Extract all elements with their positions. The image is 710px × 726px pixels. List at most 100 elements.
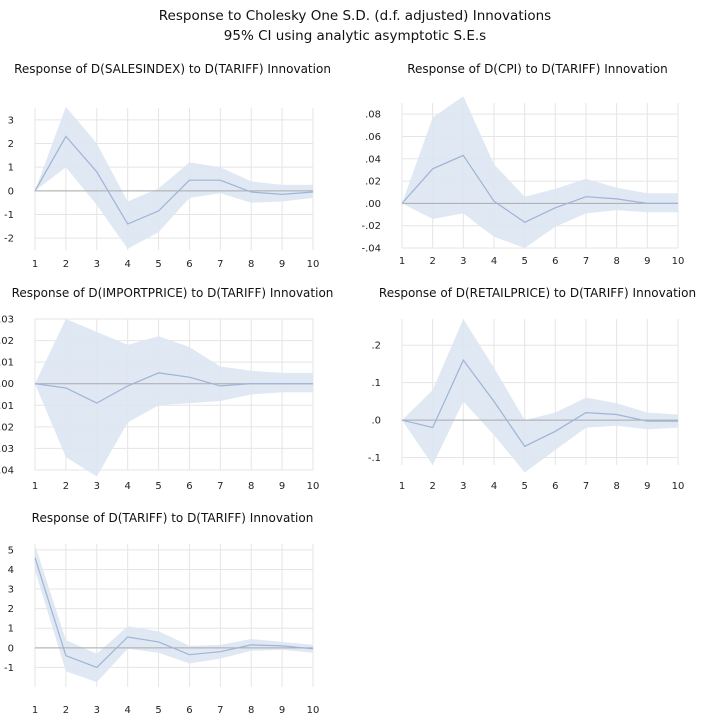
x-tick-label: 1 <box>399 256 405 267</box>
x-tick-label: 6 <box>552 481 558 492</box>
x-tick-label: 3 <box>460 256 466 267</box>
x-tick-label: 8 <box>248 481 254 492</box>
confidence-band <box>35 545 313 683</box>
panel-title-tariff: Response of D(TARIFF) to D(TARIFF) Innov… <box>31 511 314 525</box>
x-tick-label: 5 <box>155 481 161 492</box>
chart-cpi: .08 .06 .04 .02 .00 -.02 -.04 1 2 3 4 5 6 7 8 9 10 <box>361 96 685 267</box>
x-tick-label: 10 <box>307 481 320 492</box>
y-tick-label: -.03 <box>0 444 14 455</box>
x-tick-label: 4 <box>491 256 497 267</box>
x-tick-label: 5 <box>155 705 161 716</box>
y-tick-label: .0 <box>371 416 381 427</box>
y-tick-label: -2 <box>4 234 14 245</box>
panel-title-salesindex: Response of D(SALESINDEX) to D(TARIFF) I… <box>14 62 331 76</box>
x-tick-label: 2 <box>429 481 435 492</box>
x-tick-label: 1 <box>32 259 38 270</box>
y-tick-label: 1 <box>8 624 14 635</box>
response-line <box>34 372 313 404</box>
y-tick-label: .2 <box>371 341 381 352</box>
x-tick-label: 2 <box>429 256 435 267</box>
x-tick-label: 4 <box>124 259 130 270</box>
x-tick-label: 7 <box>583 256 589 267</box>
x-tick-label: 5 <box>521 256 527 267</box>
x-tick-label: 10 <box>672 256 685 267</box>
x-tick-label: 9 <box>644 481 650 492</box>
y-tick-label: 3 <box>8 585 14 596</box>
response-line <box>34 557 314 669</box>
x-tick-label: 4 <box>124 705 130 716</box>
x-tick-label: 1 <box>32 705 38 716</box>
y-tick-label: -1 <box>4 663 14 674</box>
y-tick-label: .00 <box>0 379 14 390</box>
x-tick-label: 3 <box>460 481 466 492</box>
x-tick-label: 2 <box>63 705 69 716</box>
y-tick-label: -.04 <box>0 466 14 477</box>
x-tick-label: 9 <box>279 481 285 492</box>
y-tick-label: .1 <box>371 378 381 389</box>
confidence-band <box>402 319 678 473</box>
response-line <box>401 154 678 223</box>
y-tick-label: .00 <box>365 199 381 210</box>
x-tick-label: 7 <box>217 705 223 716</box>
y-tick-label: .06 <box>365 132 381 143</box>
y-tick-label: 2 <box>8 139 14 150</box>
response-line <box>34 135 314 225</box>
panel-title-cpi: Response of D(CPI) to D(TARIFF) Innovati… <box>407 62 668 76</box>
panel-title-retailprice: Response of D(RETAILPRICE) to D(TARIFF) … <box>378 286 697 300</box>
confidence-band <box>35 319 313 477</box>
y-tick-label: 1 <box>8 163 14 174</box>
x-tick-label: 3 <box>94 259 100 270</box>
x-tick-label: 5 <box>155 259 161 270</box>
x-tick-label: 5 <box>521 481 527 492</box>
x-tick-label: 8 <box>613 256 619 267</box>
y-tick-label: -.1 <box>368 453 381 464</box>
x-tick-label: 4 <box>124 481 130 492</box>
x-tick-label: 1 <box>399 481 405 492</box>
panel-title-importprice: Response of D(IMPORTPRICE) to D(TARIFF) … <box>11 286 334 300</box>
y-tick-label: 4 <box>8 565 14 576</box>
y-tick-label: -.02 <box>361 221 381 232</box>
x-tick-label: 1 <box>32 481 38 492</box>
y-tick-label: 0 <box>8 643 14 654</box>
figure-subtitle: 95% CI using analytic asymptotic S.E.s <box>223 28 487 44</box>
x-tick-label: 6 <box>186 259 192 270</box>
x-tick-label: 4 <box>491 481 497 492</box>
y-tick-label: -1 <box>4 210 14 221</box>
x-tick-label: 8 <box>248 259 254 270</box>
x-tick-label: 9 <box>279 259 285 270</box>
x-tick-label: 9 <box>279 705 285 716</box>
chart-retailprice: .2 .1 .0 -.1 1 2 3 4 5 6 7 8 9 10 <box>368 319 685 492</box>
confidence-band <box>35 106 313 249</box>
y-tick-label: 0 <box>8 186 14 197</box>
x-tick-label: 9 <box>644 256 650 267</box>
y-tick-label: .04 <box>365 154 381 165</box>
confidence-band <box>402 96 678 248</box>
y-tick-label: -.01 <box>0 401 14 412</box>
y-tick-label: -.02 <box>0 422 14 433</box>
y-tick-label: .01 <box>0 358 14 369</box>
x-tick-label: 10 <box>672 481 685 492</box>
x-tick-label: 10 <box>307 259 320 270</box>
x-tick-label: 8 <box>613 481 619 492</box>
y-tick-label: -.04 <box>361 244 381 255</box>
y-tick-label: .08 <box>365 110 381 121</box>
y-tick-label: .03 <box>0 315 14 326</box>
figure-title: Response to Cholesky One S.D. (d.f. adju… <box>158 8 552 24</box>
y-tick-label: .02 <box>365 177 381 188</box>
x-tick-label: 7 <box>583 481 589 492</box>
y-tick-label: 3 <box>8 115 14 126</box>
y-tick-label: 2 <box>8 604 14 615</box>
x-tick-label: 3 <box>94 705 100 716</box>
x-tick-label: 7 <box>217 259 223 270</box>
x-tick-label: 7 <box>217 481 223 492</box>
x-tick-label: 2 <box>63 481 69 492</box>
x-tick-label: 6 <box>186 481 192 492</box>
y-tick-label: 5 <box>8 545 14 556</box>
x-tick-label: 6 <box>552 256 558 267</box>
y-tick-label: .02 <box>0 336 14 347</box>
x-tick-label: 8 <box>248 705 254 716</box>
chart-importprice: .03 .02 .01 .00 -.01 -.02 -.03 -.04 1 2 3 4 5 6 7 8 9 10 <box>0 315 320 493</box>
x-tick-label: 6 <box>186 705 192 716</box>
